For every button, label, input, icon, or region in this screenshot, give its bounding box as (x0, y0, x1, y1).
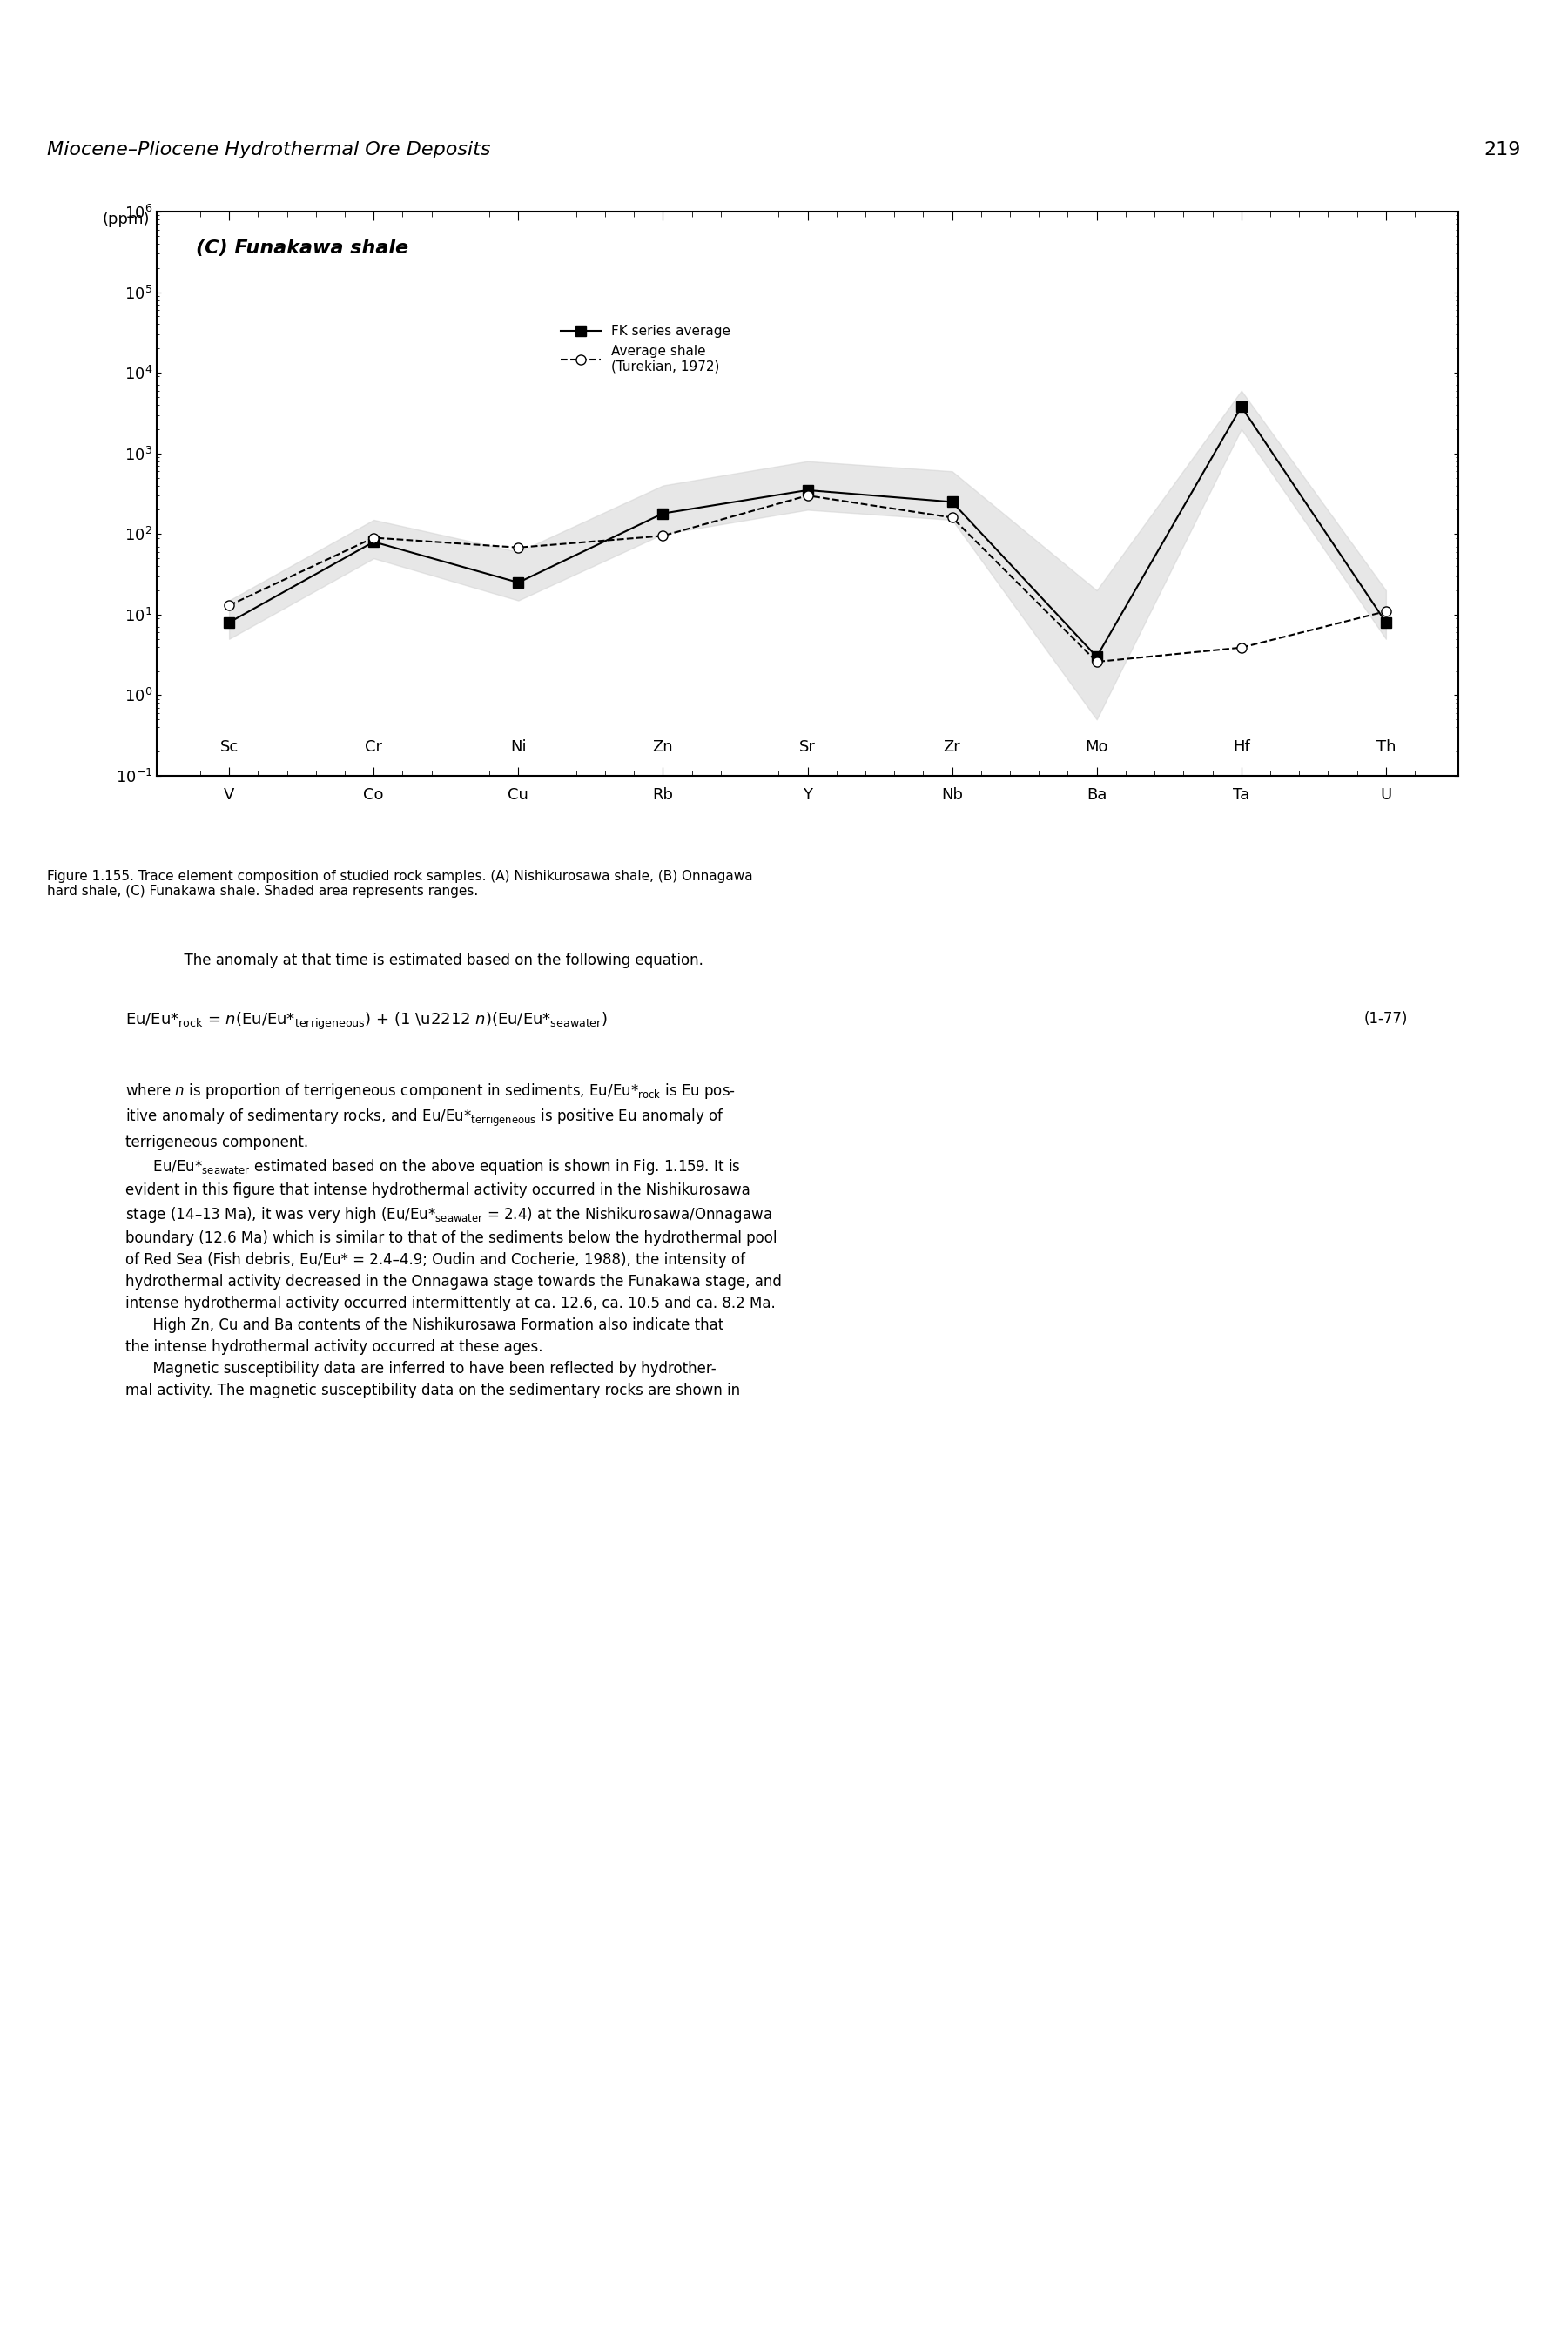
Text: Y: Y (803, 788, 812, 802)
Average shale
(Turekian, 1972) (1377, 597, 1396, 625)
FK series average (798, 475, 817, 503)
Text: Miocene–Pliocene Hydrothermal Ore Deposits: Miocene–Pliocene Hydrothermal Ore Deposi… (47, 141, 491, 158)
Text: Ta: Ta (1232, 788, 1250, 802)
FK series average (1087, 642, 1105, 670)
Legend: FK series average, Average shale
(Turekian, 1972): FK series average, Average shale (Tureki… (555, 320, 735, 379)
FK series average (1377, 609, 1396, 637)
Text: U: U (1380, 788, 1392, 802)
Average shale
(Turekian, 1972) (942, 503, 961, 531)
Text: Th: Th (1377, 738, 1396, 755)
Text: Figure 1.155. Trace element composition of studied rock samples. (A) Nishikurosa: Figure 1.155. Trace element composition … (47, 870, 753, 898)
Text: Ni: Ni (510, 738, 527, 755)
Text: where $n$ is proportion of terrigeneous component in sediments, Eu/Eu*$_{\rm roc: where $n$ is proportion of terrigeneous … (125, 1081, 782, 1399)
Text: Hf: Hf (1232, 738, 1250, 755)
Average shale
(Turekian, 1972) (654, 522, 673, 550)
Average shale
(Turekian, 1972) (1232, 632, 1251, 661)
FK series average (364, 527, 383, 555)
FK series average (220, 609, 238, 637)
Line: FK series average: FK series average (224, 402, 1391, 661)
Text: Rb: Rb (652, 788, 673, 802)
Text: Eu/Eu*$_{\rm rock}$ = $n$(Eu/Eu*$_{\rm terrigeneous}$) + (1 \u2212 $n$)(Eu/Eu*$_: Eu/Eu*$_{\rm rock}$ = $n$(Eu/Eu*$_{\rm t… (125, 1011, 608, 1032)
Average shale
(Turekian, 1972) (1087, 647, 1105, 675)
Text: Ba: Ba (1087, 788, 1107, 802)
FK series average (510, 569, 528, 597)
Text: Zn: Zn (652, 738, 673, 755)
Text: (1-77): (1-77) (1364, 1011, 1408, 1027)
Text: Mo: Mo (1085, 738, 1109, 755)
Average shale
(Turekian, 1972) (510, 534, 528, 562)
Text: (ppm): (ppm) (102, 212, 149, 228)
Line: Average shale
(Turekian, 1972): Average shale (Turekian, 1972) (224, 491, 1391, 668)
Text: Nb: Nb (941, 788, 963, 802)
Text: Cu: Cu (508, 788, 528, 802)
Text: 219: 219 (1483, 141, 1521, 158)
Average shale
(Turekian, 1972) (798, 482, 817, 510)
Text: Co: Co (364, 788, 384, 802)
FK series average (942, 487, 961, 515)
Average shale
(Turekian, 1972) (220, 592, 238, 621)
Text: Sc: Sc (220, 738, 238, 755)
Text: (C) Funakawa shale: (C) Funakawa shale (196, 240, 408, 256)
Text: Cr: Cr (365, 738, 383, 755)
FK series average (654, 498, 673, 527)
Average shale
(Turekian, 1972) (364, 524, 383, 552)
Text: Sr: Sr (800, 738, 815, 755)
Text: Zr: Zr (944, 738, 961, 755)
Text: V: V (224, 788, 235, 802)
FK series average (1232, 393, 1251, 421)
Text: The anomaly at that time is estimated based on the following equation.: The anomaly at that time is estimated ba… (157, 952, 704, 1004)
